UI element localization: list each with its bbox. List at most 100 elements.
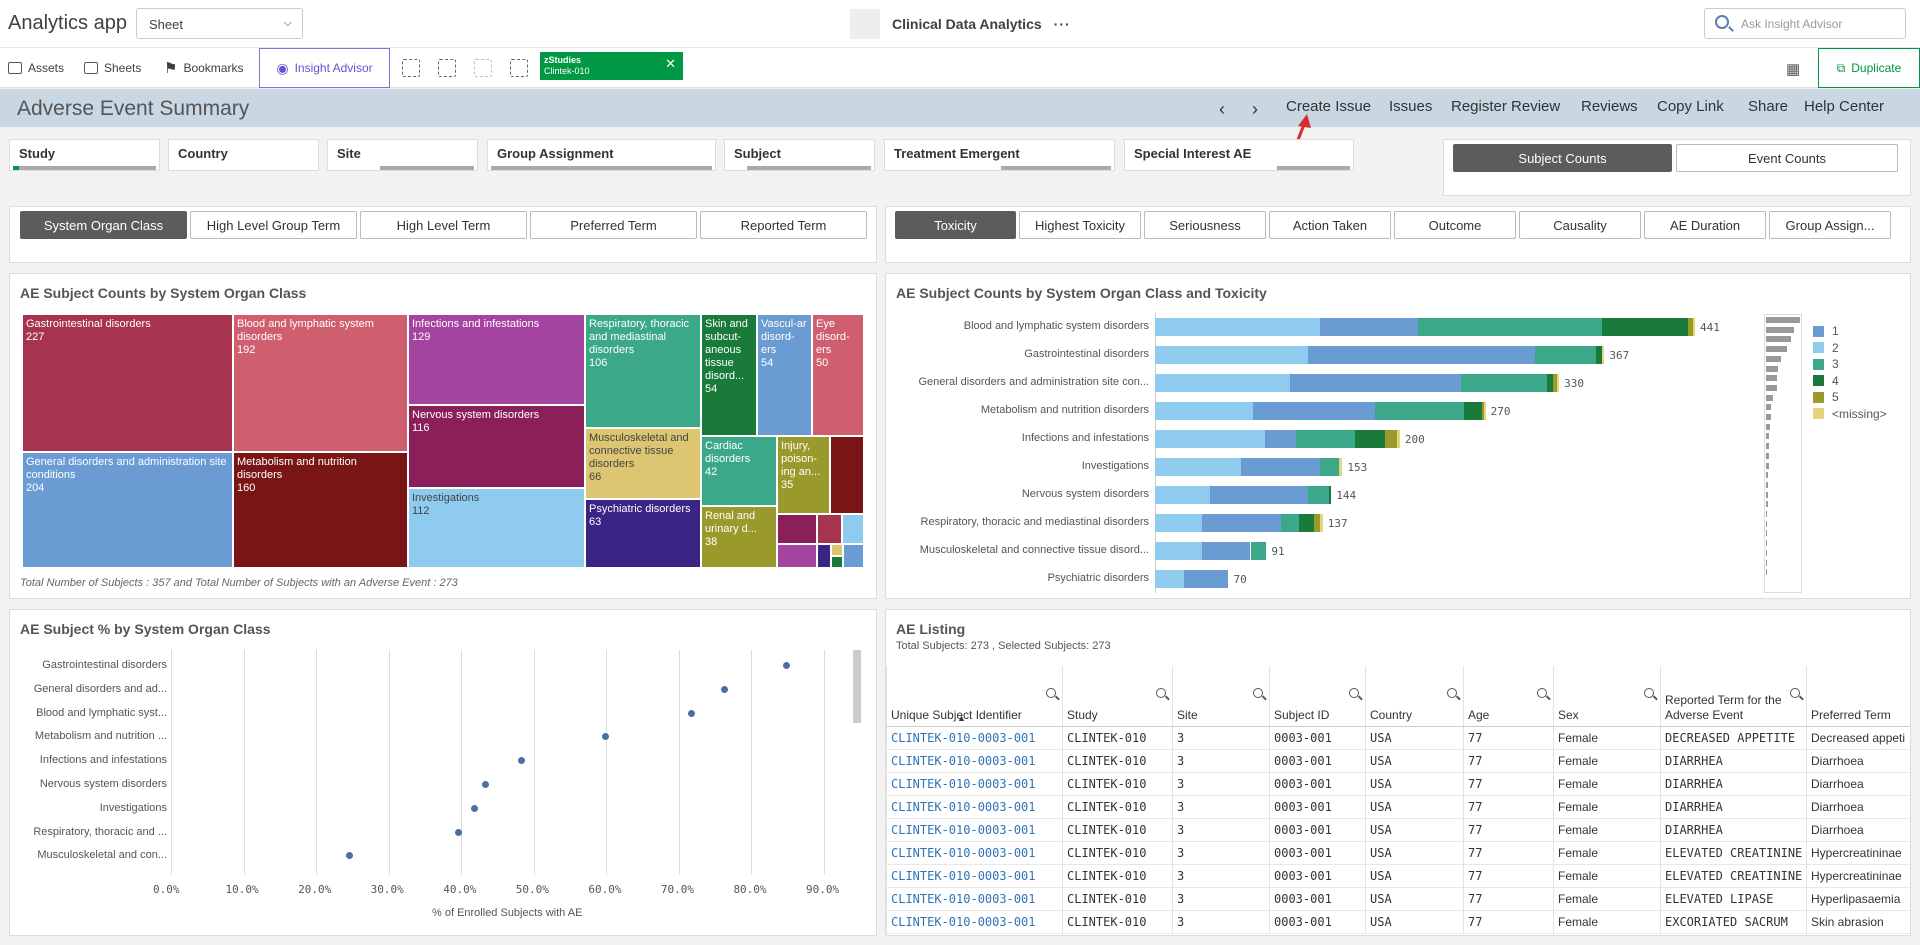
data-point[interactable] bbox=[482, 781, 490, 788]
bar-segment[interactable] bbox=[1155, 570, 1185, 588]
data-point[interactable] bbox=[783, 662, 791, 669]
bar-segment[interactable] bbox=[1687, 318, 1693, 336]
insight-advisor-button[interactable]: ◉ Insight Advisor bbox=[259, 48, 390, 88]
treemap-cell-small[interactable] bbox=[817, 544, 831, 568]
bar-segment[interactable] bbox=[1484, 402, 1486, 420]
search-icon[interactable] bbox=[1447, 688, 1457, 698]
column-header[interactable]: Site bbox=[1172, 666, 1270, 727]
bar-segment[interactable] bbox=[1385, 430, 1398, 448]
data-point[interactable] bbox=[517, 757, 525, 765]
bar-segment[interactable] bbox=[1320, 514, 1323, 532]
sheet-selector[interactable]: Sheet ⌵ bbox=[136, 8, 303, 39]
data-point[interactable] bbox=[455, 828, 463, 836]
bar-segment[interactable] bbox=[1320, 318, 1419, 336]
treemap-cell[interactable]: Skin and subcut-aneous tissue disord... 5… bbox=[701, 314, 757, 436]
bookmarks-button[interactable]: ⚑ Bookmarks bbox=[164, 48, 243, 88]
bar-segment[interactable] bbox=[1155, 486, 1211, 504]
next-sheet-icon[interactable]: › bbox=[1252, 99, 1258, 119]
table-cell[interactable]: CLINTEK-010-0003-001 bbox=[886, 795, 1063, 819]
treemap-cell-small[interactable] bbox=[843, 544, 864, 568]
group-assign-button[interactable]: Group Assign... bbox=[1769, 211, 1891, 239]
bar-segment[interactable] bbox=[1375, 402, 1464, 420]
bar-segment[interactable] bbox=[1308, 346, 1535, 364]
bar-segment[interactable] bbox=[1328, 486, 1332, 504]
bar-segment[interactable] bbox=[1354, 430, 1386, 448]
bar-segment[interactable] bbox=[1265, 430, 1296, 448]
bar-segment[interactable] bbox=[1155, 318, 1321, 336]
search-icon[interactable] bbox=[1253, 688, 1263, 698]
bar-segment[interactable] bbox=[1155, 458, 1241, 476]
column-header[interactable]: Study bbox=[1062, 666, 1173, 727]
table-row[interactable]: CLINTEK-010-0003-001 CLINTEK-010 3 0003-001… bbox=[886, 726, 1910, 750]
treemap-cell-small[interactable] bbox=[777, 544, 817, 568]
treemap-cell[interactable]: Musculoskeletal and connective tissue di… bbox=[585, 428, 701, 499]
subject-counts-button[interactable]: Subject Counts bbox=[1453, 144, 1672, 172]
bar-segment[interactable] bbox=[1601, 318, 1688, 336]
treemap-cell[interactable]: Eye disord-ers 50 bbox=[812, 314, 864, 436]
highest-toxicity-button[interactable]: Highest Toxicity bbox=[1019, 211, 1141, 239]
treemap-cell[interactable]: Blood and lymphatic system disorders 192 bbox=[233, 314, 408, 452]
copy-link-link[interactable]: Copy Link bbox=[1657, 98, 1724, 115]
column-header[interactable]: Subject ID bbox=[1269, 666, 1366, 727]
column-header[interactable]: Age bbox=[1463, 666, 1554, 727]
treemap-cell[interactable]: Nervous system disorders 116 bbox=[408, 405, 585, 488]
bar-segment[interactable] bbox=[1201, 514, 1282, 532]
register-review-link[interactable]: Register Review bbox=[1451, 98, 1561, 115]
treemap-cell-small[interactable] bbox=[831, 544, 843, 556]
clear-selections-button[interactable] bbox=[510, 48, 528, 88]
data-point[interactable] bbox=[688, 709, 696, 717]
high-level-term-button[interactable]: High Level Term bbox=[360, 211, 527, 239]
table-cell[interactable]: CLINTEK-010-0003-001 bbox=[886, 841, 1063, 865]
table-cell[interactable]: CLINTEK-010-0003-001 bbox=[886, 864, 1063, 888]
reported-term-button[interactable]: Reported Term bbox=[700, 211, 867, 239]
sheets-button[interactable]: Sheets bbox=[84, 48, 141, 88]
event-counts-button[interactable]: Event Counts bbox=[1676, 144, 1898, 172]
table-cell[interactable]: CLINTEK-010-0003-001 bbox=[886, 726, 1063, 750]
bar-segment[interactable] bbox=[1481, 402, 1485, 420]
treemap-cell[interactable]: Respiratory, thoracic and mediastinal di… bbox=[585, 314, 701, 428]
treemap-cell[interactable]: Vascul-ar disord-ers 54 bbox=[757, 314, 812, 436]
bar-segment[interactable] bbox=[1250, 542, 1267, 560]
step-forward-button[interactable] bbox=[474, 48, 492, 88]
table-row[interactable]: CLINTEK-010-0003-001 CLINTEK-010 3 0003-001… bbox=[886, 749, 1910, 773]
treemap-cell-small[interactable] bbox=[830, 436, 864, 514]
bar-segment[interactable] bbox=[1320, 458, 1339, 476]
treemap-cell-small[interactable] bbox=[777, 514, 817, 544]
table-row[interactable]: CLINTEK-010-0003-001 CLINTEK-010 3 0003-001… bbox=[886, 795, 1910, 819]
bar-segment[interactable] bbox=[1299, 514, 1315, 532]
table-row[interactable]: CLINTEK-010-0003-001 CLINTEK-010 3 0003-001… bbox=[886, 864, 1910, 888]
bar-segment[interactable] bbox=[1289, 374, 1462, 392]
duplicate-button[interactable]: ⧉ Duplicate bbox=[1818, 48, 1920, 88]
column-header[interactable]: Country bbox=[1365, 666, 1464, 727]
filter-site[interactable]: Site bbox=[327, 139, 478, 171]
dot-chart-scrollbar[interactable] bbox=[853, 650, 861, 723]
column-header[interactable]: Preferred Term bbox=[1806, 666, 1910, 727]
bar-segment[interactable] bbox=[1281, 514, 1300, 532]
issues-link[interactable]: Issues bbox=[1389, 98, 1433, 115]
search-icon[interactable] bbox=[1349, 688, 1359, 698]
bar-segment[interactable] bbox=[1692, 318, 1695, 336]
search-icon[interactable] bbox=[1644, 688, 1654, 698]
column-header[interactable]: Unique Subject Identifier ▲ bbox=[886, 666, 1063, 727]
bar-segment[interactable] bbox=[1155, 514, 1202, 532]
smart-search-button[interactable] bbox=[402, 48, 420, 88]
bar-segment[interactable] bbox=[1595, 346, 1602, 364]
preferred-term-button[interactable]: Preferred Term bbox=[530, 211, 697, 239]
search-icon[interactable] bbox=[1790, 688, 1800, 698]
bar-segment[interactable] bbox=[1534, 346, 1596, 364]
bar-segment[interactable] bbox=[1552, 374, 1557, 392]
table-cell[interactable]: CLINTEK-010-0003-001 bbox=[886, 749, 1063, 773]
bar-segment[interactable] bbox=[1418, 318, 1602, 336]
filter-group-assignment[interactable]: Group Assignment bbox=[487, 139, 716, 171]
bar-segment[interactable] bbox=[1338, 458, 1343, 476]
data-point[interactable] bbox=[471, 804, 479, 812]
ae-duration-button[interactable]: AE Duration bbox=[1644, 211, 1766, 239]
treemap-cell-small[interactable] bbox=[817, 514, 842, 544]
high-level-group-term-button[interactable]: High Level Group Term bbox=[190, 211, 357, 239]
system-organ-class-button[interactable]: System Organ Class bbox=[20, 211, 187, 239]
causality-button[interactable]: Causality bbox=[1519, 211, 1641, 239]
table-row[interactable]: CLINTEK-010-0003-001 CLINTEK-010 3 0003-001… bbox=[886, 910, 1910, 934]
treemap-cell-small[interactable] bbox=[842, 514, 864, 544]
toxicity-button[interactable]: Toxicity bbox=[895, 211, 1016, 239]
help-center-link[interactable]: Help Center bbox=[1804, 98, 1885, 115]
